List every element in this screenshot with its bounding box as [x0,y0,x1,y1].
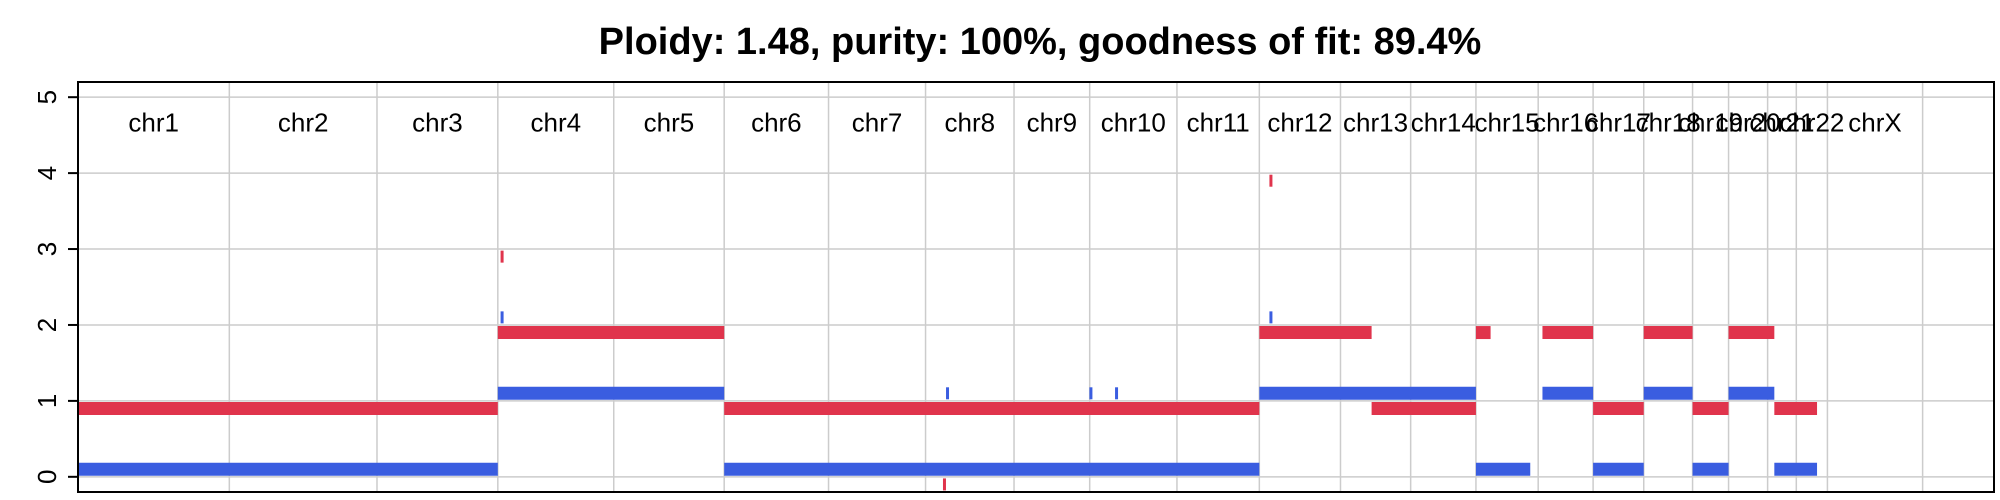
chromosome-label: chr11 [1187,107,1250,137]
chromosome-label: chr21 [1749,107,1814,137]
grid-layer [77,82,1994,492]
chromosome-label: chr18 [1636,107,1701,137]
chromosome-label: chr8 [945,107,996,137]
chromosome-label: chr10 [1101,107,1166,137]
chromosome-label: chr5 [644,107,695,137]
y-tick-label: 4 [32,166,62,180]
chromosome-label: chrX [1848,107,1901,137]
chromosome-label: chr6 [751,107,802,137]
chromosome-label-layer: chr1 chr2 chr3 chr4 chr5 chr6 chr7 chr8 chr9 chr1… [128,107,1901,137]
chromosome-label: chr15 [1475,107,1540,137]
chromosome-label: chr9 [1027,107,1078,137]
axis-layer: 0 1 2 3 4 5 [32,81,1995,493]
chromosome-label: chr19 [1678,107,1743,137]
chromosome-label: chr7 [852,107,903,137]
plot-border [77,81,1995,493]
chromosome-label: chr16 [1533,107,1598,137]
chart-title: Ploidy: 1.48, purity: 100%, goodness of … [599,21,1482,63]
segment-layer [78,174,1818,491]
chromosome-label: chr13 [1343,107,1408,137]
chromosome-label: chr4 [530,107,581,137]
chromosome-label: chr17 [1586,107,1651,137]
y-tick-label: 0 [32,470,62,484]
y-tick-label: 1 [32,394,62,408]
chromosome-label: chr14 [1411,107,1476,137]
chromosome-label: chr1 [128,107,179,137]
chromosome-label: chr2 [278,107,329,137]
chromosome-label: chr12 [1267,107,1332,137]
y-tick-label: 5 [32,90,62,104]
chromosome-label: chr22 [1779,107,1844,137]
chromosome-label: chr20 [1716,107,1781,137]
y-tick-label: 3 [32,242,62,256]
y-tick-label: 2 [32,318,62,332]
chromosome-label: chr3 [412,107,463,137]
